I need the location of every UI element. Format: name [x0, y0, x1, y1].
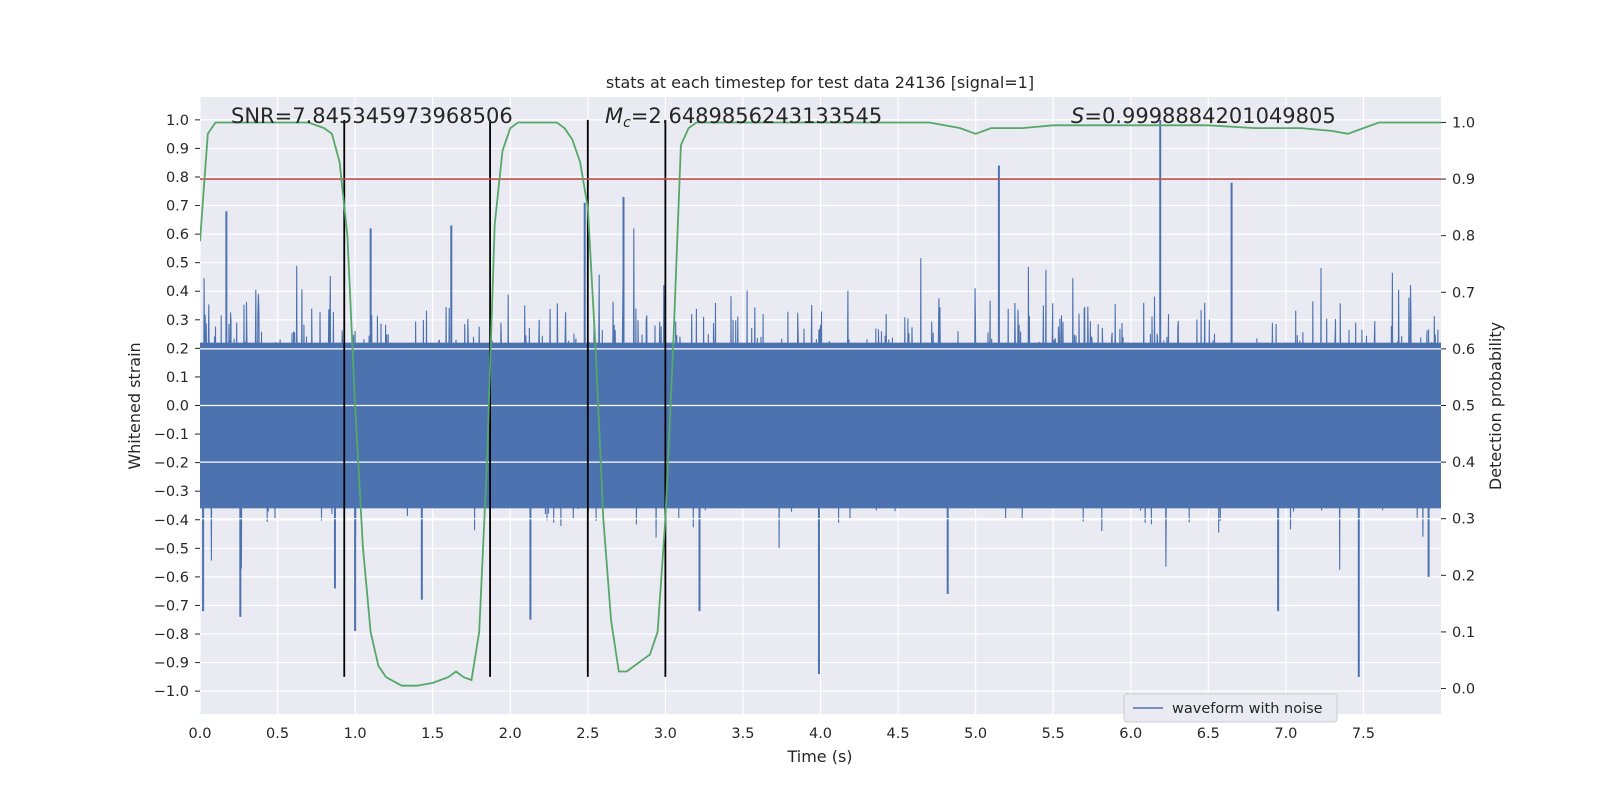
waveform-core: [200, 342, 1441, 509]
x-axis-label: Time (s): [786, 747, 852, 766]
y-tick-label: −0.1: [154, 427, 189, 443]
y-tick-label: 0.0: [166, 399, 189, 415]
x-tick-label: 4.0: [809, 726, 832, 742]
x-tick-label: 0.0: [188, 726, 211, 742]
y-right-tick-label: 0.5: [1452, 399, 1475, 415]
y-right-axis-label: Detection probability: [1486, 322, 1505, 490]
y-tick-label: 0.6: [166, 227, 189, 243]
chirp-mass-annotation: Mc=2.6489856243133545: [605, 104, 882, 131]
x-tick-label: 7.5: [1352, 726, 1375, 742]
y-tick-label: −0.5: [154, 541, 189, 557]
y-tick-label: −1.0: [154, 684, 189, 700]
y-axis-ticks: 1.0 0.9 0.8 0.7 0.6 0.5 0.4 0.3 0.2 0.1 0.0 −0.1 −0.…: [154, 113, 200, 700]
y-tick-label: −0.3: [154, 484, 189, 500]
x-tick-label: 2.5: [576, 726, 599, 742]
y-axis-label: Whitened strain: [125, 342, 144, 469]
chart-title: stats at each timestep for test data 241…: [606, 73, 1034, 92]
y-tick-label: 0.2: [166, 341, 189, 357]
x-tick-label: 0.5: [266, 726, 289, 742]
s-value: =0.9998884201049805: [1084, 104, 1335, 128]
y-right-tick-label: 0.9: [1452, 172, 1475, 188]
y-right-tick-label: 0.4: [1452, 455, 1475, 471]
y-right-tick-label: 0.6: [1452, 342, 1475, 358]
y-right-tick-label: 0.0: [1452, 682, 1475, 698]
y-tick-label: −0.9: [154, 656, 189, 672]
x-tick-label: 4.5: [887, 726, 910, 742]
y-tick-label: 1.0: [166, 113, 189, 129]
mc-value: =2.6489856243133545: [631, 104, 882, 128]
y-right-tick-label: 0.7: [1452, 285, 1475, 301]
x-tick-label: 5.0: [964, 726, 987, 742]
y-tick-label: 0.9: [166, 141, 189, 157]
probability-series: [200, 121, 1441, 687]
y-tick-label: 0.1: [166, 370, 189, 386]
x-tick-label: 3.5: [731, 726, 754, 742]
y-tick-label: −0.6: [154, 570, 189, 586]
mc-subscript: c: [623, 115, 631, 131]
mc-symbol: M: [605, 104, 623, 128]
y-right-axis-ticks: 1.0 0.9 0.8 0.7 0.6 0.5 0.4 0.3 0.2 0.1 0.0: [1441, 115, 1475, 698]
y-tick-label: 0.5: [166, 256, 189, 272]
y-tick-label: 0.7: [166, 199, 189, 215]
y-tick-label: 0.4: [166, 284, 189, 300]
x-tick-label: 7.0: [1274, 726, 1297, 742]
x-tick-label: 1.0: [344, 726, 367, 742]
x-tick-label: 1.5: [421, 726, 444, 742]
y-right-tick-label: 1.0: [1452, 115, 1475, 131]
y-right-tick-label: 0.8: [1452, 229, 1475, 245]
probability-line: [200, 121, 1441, 687]
x-tick-label: 3.0: [654, 726, 677, 742]
y-tick-label: −0.4: [154, 513, 189, 529]
x-tick-label: 6.5: [1197, 726, 1220, 742]
x-tick-label: 5.5: [1042, 726, 1065, 742]
x-axis-ticks: 0.0 0.5 1.0 1.5 2.0 2.5 3.0 3.5 4.0 4.5 5.0 5.5 6.0 6…: [188, 726, 1375, 742]
y-right-tick-label: 0.1: [1452, 625, 1475, 641]
s-symbol: S: [1071, 104, 1084, 128]
waveform-series: [200, 119, 1441, 677]
grid-overlay: [200, 348, 1441, 520]
legend-label-waveform: waveform with noise: [1172, 701, 1323, 717]
y-tick-label: −0.7: [154, 598, 189, 614]
y-tick-label: −0.2: [154, 456, 189, 472]
y-tick-label: 0.8: [166, 170, 189, 186]
legend: waveform with noise: [1123, 693, 1338, 723]
y-tick-label: −0.8: [154, 627, 189, 643]
score-annotation: S=0.9998884201049805: [1071, 104, 1336, 128]
y-right-tick-label: 0.2: [1452, 568, 1475, 584]
legend-box: [1123, 693, 1338, 723]
y-right-tick-label: 0.3: [1452, 512, 1475, 528]
y-tick-label: 0.3: [166, 313, 189, 329]
snr-annotation: SNR=7.845345973968506: [231, 104, 513, 128]
x-tick-label: 2.0: [499, 726, 522, 742]
x-tick-label: 6.0: [1119, 726, 1142, 742]
